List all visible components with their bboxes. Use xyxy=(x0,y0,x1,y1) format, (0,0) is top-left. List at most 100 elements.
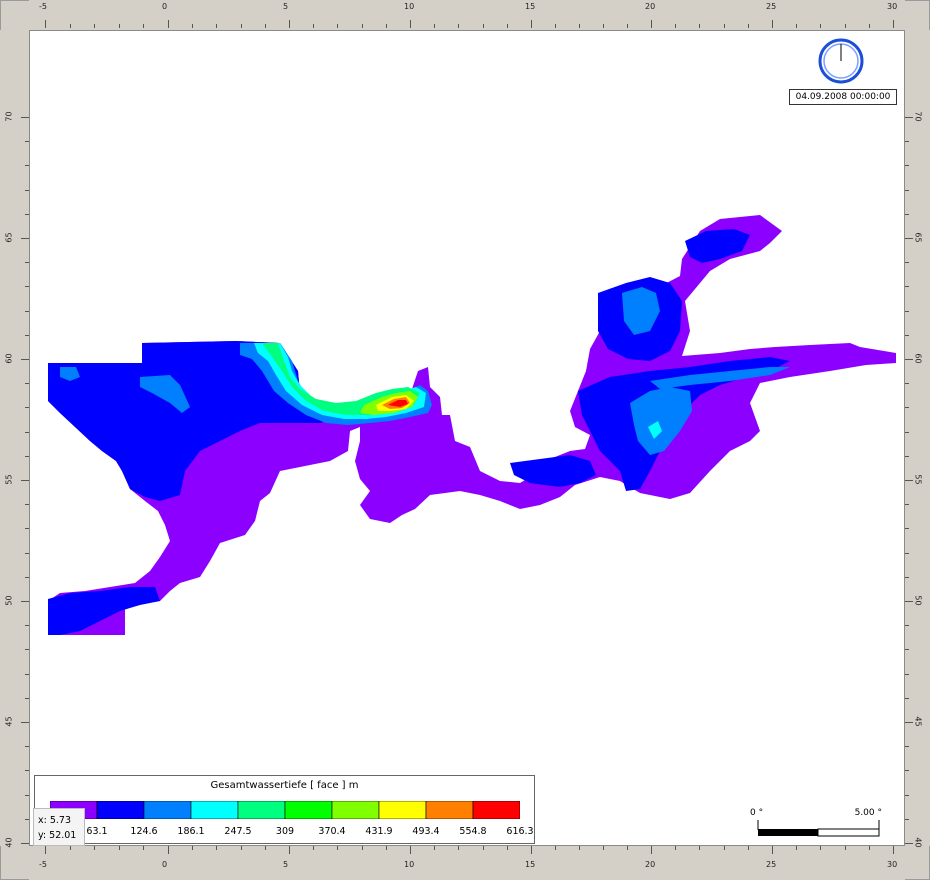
x-tick-label: -5 xyxy=(39,860,47,869)
y-minor-tick xyxy=(25,455,29,457)
y-tick-label: 45 xyxy=(4,716,14,727)
x-minor-tick xyxy=(143,24,145,28)
y-minor-tick xyxy=(905,455,909,457)
north-sea-patch-b xyxy=(60,367,80,381)
scale-right-label: 5.00 ° xyxy=(854,808,882,818)
x-tick-mark xyxy=(531,846,532,854)
x-tick-mark xyxy=(45,846,46,854)
x-minor-tick xyxy=(69,24,71,28)
cursor-y: y: 52.01 xyxy=(38,830,77,841)
y-tick-mark xyxy=(21,480,29,481)
x-minor-tick xyxy=(118,24,120,28)
x-tick-label: 10 xyxy=(404,2,415,11)
x-tick-label: 10 xyxy=(404,860,415,869)
y-tick-mark-right xyxy=(905,117,913,118)
y-tick-label: 50 xyxy=(4,595,14,606)
y-minor-tick xyxy=(905,576,909,578)
x-minor-tick xyxy=(264,846,266,850)
legend-swatch xyxy=(190,801,239,819)
y-minor-tick xyxy=(25,310,29,312)
y-minor-tick xyxy=(25,431,29,433)
legend-swatch xyxy=(472,801,520,819)
x-tick-label: 5 xyxy=(283,2,289,11)
legend-label: 124.6 xyxy=(130,826,158,837)
y-tick-label-right: 70 xyxy=(913,111,923,122)
x-minor-tick xyxy=(240,846,242,850)
x-minor-tick xyxy=(506,24,508,28)
y-minor-tick xyxy=(25,528,29,530)
y-minor-tick xyxy=(25,649,29,651)
y-minor-tick xyxy=(25,625,29,627)
y-minor-tick xyxy=(905,165,909,167)
legend-swatch xyxy=(96,801,145,819)
y-tick-mark-right xyxy=(905,843,913,844)
x-tick-label: -5 xyxy=(39,2,47,11)
y-tick-mark xyxy=(21,843,29,844)
x-minor-tick xyxy=(699,846,701,850)
y-minor-tick xyxy=(25,818,29,820)
x-tick-mark xyxy=(772,20,773,28)
y-tick-label-right: 40 xyxy=(913,837,923,848)
x-minor-tick xyxy=(555,846,556,850)
x-minor-tick xyxy=(94,846,96,850)
x-tick-label: 30 xyxy=(887,860,898,869)
y-tick-label: 40 xyxy=(4,837,14,848)
baltic-area xyxy=(510,229,790,491)
x-minor-tick xyxy=(313,846,315,850)
legend-swatch xyxy=(143,801,192,819)
x-minor-tick xyxy=(699,24,701,28)
x-tick-mark xyxy=(651,846,652,854)
y-minor-tick xyxy=(905,673,909,675)
x-tick-mark xyxy=(410,20,411,28)
x-minor-tick xyxy=(868,24,870,28)
y-minor-tick xyxy=(25,407,29,409)
x-minor-tick xyxy=(603,24,604,28)
y-tick-label-right: 50 xyxy=(913,595,923,606)
y-minor-tick xyxy=(25,262,29,264)
x-minor-tick xyxy=(192,24,194,28)
right-ruler: 70 65 60 55 50 45 40 xyxy=(905,30,930,848)
y-tick-label-right: 45 xyxy=(913,716,923,727)
y-minor-tick xyxy=(905,407,909,409)
y-minor-tick xyxy=(25,286,29,288)
cursor-x: x: 5.73 xyxy=(38,815,71,826)
x-minor-tick xyxy=(627,24,628,28)
y-minor-tick xyxy=(25,552,29,554)
top-ruler: -5 0 5 10 15 20 25 30 xyxy=(29,0,905,30)
legend-title: Gesamtwassertiefe [ face ] m xyxy=(210,780,359,791)
norwegian-trench-green xyxy=(262,343,420,415)
x-minor-tick xyxy=(844,846,846,850)
y-tick-label: 70 xyxy=(4,111,14,122)
y-minor-tick xyxy=(25,213,29,215)
legend-label: 370.4 xyxy=(318,826,346,837)
north-sea-shallow xyxy=(48,215,896,635)
x-minor-tick xyxy=(361,24,363,28)
y-minor-tick xyxy=(905,770,909,772)
legend-swatch xyxy=(237,801,286,819)
x-minor-tick xyxy=(506,846,508,850)
x-minor-tick xyxy=(627,846,628,850)
legend-swatch xyxy=(284,801,333,819)
x-minor-tick xyxy=(482,24,484,28)
y-tick-mark-right xyxy=(905,480,913,481)
x-tick-mark xyxy=(772,846,773,854)
y-minor-tick xyxy=(905,625,909,627)
y-minor-tick xyxy=(905,528,909,530)
x-minor-tick xyxy=(820,846,822,850)
y-tick-label-right: 65 xyxy=(913,232,923,243)
x-tick-mark xyxy=(893,20,894,28)
y-tick-mark-right xyxy=(905,722,913,723)
y-minor-tick xyxy=(25,383,29,385)
x-minor-tick xyxy=(434,846,436,850)
clock-icon xyxy=(818,38,864,84)
left-ruler: 70 65 60 55 50 45 40 xyxy=(0,30,29,848)
x-minor-tick xyxy=(337,24,339,28)
x-tick-label: 20 xyxy=(645,860,656,869)
map-canvas[interactable] xyxy=(29,30,905,846)
bottom-ruler: -5 0 5 10 15 20 25 30 xyxy=(29,846,905,880)
x-minor-tick xyxy=(723,24,725,28)
timestamp-label: 04.09.2008 00:00:00 xyxy=(789,89,897,105)
x-tick-label: 15 xyxy=(525,2,536,11)
y-minor-tick xyxy=(905,649,909,651)
y-minor-tick xyxy=(905,189,909,191)
